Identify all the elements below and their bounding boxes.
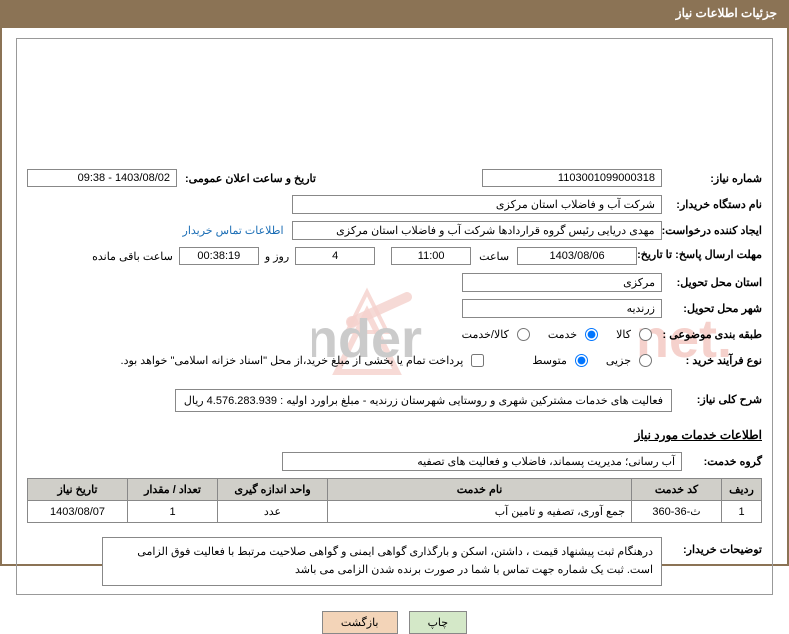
cell-name: جمع آوری، تصفیه و تامین آب [328,501,632,523]
th-row: ردیف [722,479,762,501]
radio-goods-input[interactable] [639,328,652,341]
buyer-org-field: شرکت آب و فاضلاب استان مرکزی [292,195,662,214]
general-desc-label: شرح کلی نیاز: [672,389,762,406]
radio-medium-input[interactable] [575,354,588,367]
outer-frame: AriaTender .net شماره نیاز: 110300109900… [0,26,789,566]
row-need-number: شماره نیاز: 1103001099000318 تاریخ و ساع… [27,167,762,189]
cell-qty: 1 [128,501,218,523]
row-general-desc: شرح کلی نیاز: فعالیت های خدمات مشترکین ش… [27,389,762,412]
row-buyer-notes: توضیحات خریدار: درهنگام ثبت پیشنهاد قیمت… [27,537,762,586]
buyer-notes-field: درهنگام ثبت پیشنهاد قیمت ، داشتن، اسکن و… [102,537,662,586]
radio-minor[interactable]: جزیی [606,354,652,367]
radio-service-input[interactable] [585,328,598,341]
radio-goods-service[interactable]: کالا/خدمت [462,328,530,341]
button-row: چاپ بازگشت [16,611,773,634]
province-field: مرکزی [462,273,662,292]
row-service-group: گروه خدمت: آب رسانی؛ مدیریت پسماند، فاضل… [27,450,762,472]
radio-minor-label: جزیی [606,354,631,367]
th-unit: واحد اندازه گیری [218,479,328,501]
buyer-org-label: نام دستگاه خریدار: [662,198,762,211]
deadline-date-field: 1403/08/06 [517,247,637,265]
row-subject-class: طبقه بندی موضوعی : کالا خدمت کالا/خدمت [27,323,762,345]
row-buyer-org: نام دستگاه خریدار: شرکت آب و فاضلاب استا… [27,193,762,215]
title-bar: جزئیات اطلاعات نیاز [0,0,789,26]
subject-class-label: طبقه بندی موضوعی : [652,328,762,341]
cell-row: 1 [722,501,762,523]
general-desc-field: فعالیت های خدمات مشترکین شهری و روستایی … [175,389,672,412]
services-table: ردیف کد خدمت نام خدمت واحد اندازه گیری ت… [27,478,762,523]
content-box: AriaTender .net شماره نیاز: 110300109900… [16,38,773,595]
city-label: شهر محل تحویل: [662,302,762,315]
process-type-label: نوع فرآیند خرید : [652,354,762,367]
cell-code: ث-36-360 [632,501,722,523]
requester-field: مهدی دریایی رئیس گروه قراردادها شرکت آب … [292,221,662,240]
row-requester: ایجاد کننده درخواست: مهدی دریایی رئیس گر… [27,219,762,241]
province-label: استان محل تحویل: [662,276,762,289]
radio-goods[interactable]: کالا [616,328,652,341]
radio-service-label: خدمت [548,328,577,341]
announce-field: 1403/08/02 - 09:38 [27,169,177,187]
table-row: 1 ث-36-360 جمع آوری، تصفیه و تامین آب عد… [28,501,762,523]
row-process-type: نوع فرآیند خرید : جزیی متوسط پرداخت تمام… [27,349,762,371]
row-deadline: مهلت ارسال پاسخ: تا تاریخ: 1403/08/06 سا… [27,245,762,267]
announce-label: تاریخ و ساعت اعلان عمومی: [185,172,316,185]
countdown-field: 00:38:19 [179,247,259,265]
radio-minor-input[interactable] [639,354,652,367]
need-number-label: شماره نیاز: [662,172,762,185]
radio-medium-label: متوسط [532,354,567,367]
radio-medium[interactable]: متوسط [532,354,588,367]
remain-label: ساعت باقی مانده [92,250,173,263]
service-group-label: گروه خدمت: [682,455,762,468]
row-city: شهر محل تحویل: زرندیه [27,297,762,319]
requester-label: ایجاد کننده درخواست: [662,224,762,237]
th-qty: تعداد / مقدار [128,479,218,501]
buyer-contact-link[interactable]: اطلاعات تماس خریدار [183,224,284,237]
deadline-label: مهلت ارسال پاسخ: تا تاریخ: [637,249,762,262]
buyer-notes-label: توضیحات خریدار: [662,537,762,556]
th-date: تاریخ نیاز [28,479,128,501]
payment-note: پرداخت تمام یا بخشی از مبلغ خرید،از محل … [121,354,464,367]
services-info-title: اطلاعات خدمات مورد نیاز [27,428,762,442]
row-province: استان محل تحویل: مرکزی [27,271,762,293]
radio-goods-service-label: کالا/خدمت [462,328,509,341]
print-button[interactable]: چاپ [409,611,468,634]
cell-date: 1403/08/07 [28,501,128,523]
service-group-field: آب رسانی؛ مدیریت پسماند، فاضلاب و فعالیت… [282,452,682,471]
days-remain-field: 4 [295,247,375,265]
need-number-field: 1103001099000318 [482,169,662,187]
radio-goods-service-input[interactable] [517,328,530,341]
radio-goods-label: کالا [616,328,631,341]
th-code: کد خدمت [632,479,722,501]
cell-unit: عدد [218,501,328,523]
back-button[interactable]: بازگشت [322,611,398,634]
payment-checkbox[interactable] [471,354,484,367]
th-name: نام خدمت [328,479,632,501]
city-field: زرندیه [462,299,662,318]
deadline-time-field: 11:00 [391,247,471,265]
days-and-label: روز و [265,250,289,263]
table-header-row: ردیف کد خدمت نام خدمت واحد اندازه گیری ت… [28,479,762,501]
time-label: ساعت [479,250,509,263]
radio-service[interactable]: خدمت [548,328,598,341]
payment-checkbox-wrap[interactable]: پرداخت تمام یا بخشی از مبلغ خرید،از محل … [121,354,485,367]
